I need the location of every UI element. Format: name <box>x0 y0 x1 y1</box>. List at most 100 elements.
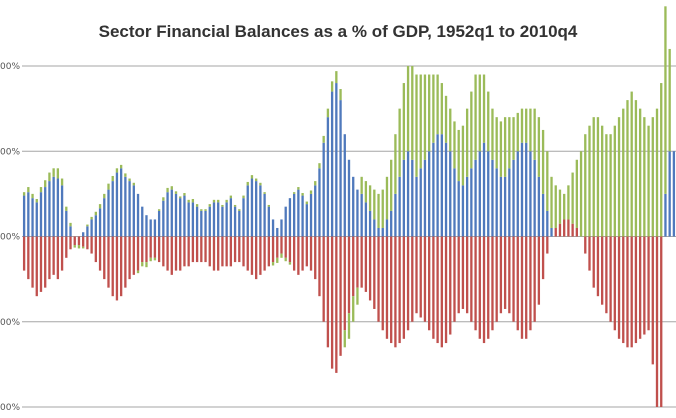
bar <box>60 236 64 271</box>
bar <box>356 189 359 237</box>
bar <box>520 108 524 143</box>
bar <box>94 236 97 263</box>
bar <box>571 172 574 224</box>
bar <box>170 186 173 190</box>
bar <box>242 195 245 199</box>
bar <box>115 236 119 301</box>
bar <box>200 210 203 237</box>
bar <box>419 168 422 237</box>
bar <box>436 236 439 344</box>
bar <box>166 192 169 237</box>
y-tick-label: 00% <box>0 318 20 328</box>
bar <box>288 262 292 265</box>
bar <box>638 236 642 339</box>
bar <box>82 232 85 237</box>
bar <box>225 202 228 237</box>
bar <box>352 176 355 237</box>
bar <box>301 236 304 271</box>
bar <box>503 176 507 237</box>
bar <box>626 100 629 237</box>
bar <box>179 196 182 199</box>
bar <box>149 219 152 237</box>
bar <box>35 202 38 237</box>
bar <box>390 236 393 344</box>
bar <box>368 185 372 211</box>
bar <box>60 178 64 186</box>
bar <box>212 199 216 203</box>
bar <box>246 185 249 237</box>
bar <box>377 236 380 322</box>
bar <box>508 236 511 314</box>
bar <box>660 83 663 237</box>
bar <box>444 142 448 237</box>
bar <box>233 204 237 207</box>
bar <box>191 202 195 237</box>
bar <box>402 159 406 237</box>
bar <box>406 236 410 331</box>
bar <box>347 313 351 339</box>
bar <box>111 175 114 182</box>
bar <box>478 236 481 339</box>
bar <box>94 215 97 237</box>
bar <box>326 108 330 118</box>
bar <box>288 236 292 263</box>
bar <box>347 159 351 237</box>
bar <box>305 201 308 205</box>
bar <box>622 236 625 344</box>
bar <box>292 193 296 237</box>
bar <box>343 134 346 237</box>
bar <box>474 236 477 331</box>
bar <box>22 192 26 196</box>
bar <box>643 236 646 335</box>
bar <box>588 236 591 271</box>
bar <box>136 193 140 237</box>
bar <box>132 236 135 275</box>
bar <box>314 181 317 186</box>
bar <box>141 206 144 237</box>
bars <box>22 6 676 407</box>
bar <box>69 236 72 250</box>
bar <box>432 74 435 143</box>
bar <box>119 236 123 297</box>
bar <box>482 142 486 237</box>
bar <box>390 159 393 211</box>
bar <box>94 211 97 216</box>
bar <box>487 236 490 339</box>
bar <box>259 185 262 237</box>
bar <box>487 151 490 237</box>
bar <box>630 91 633 237</box>
bar <box>482 236 486 344</box>
bar <box>56 178 60 237</box>
bar <box>423 159 427 237</box>
bar <box>605 236 608 314</box>
bar <box>221 206 224 237</box>
bar <box>655 108 659 237</box>
bar <box>474 159 477 237</box>
bar <box>453 168 456 237</box>
bar <box>208 236 211 267</box>
bar <box>77 245 81 249</box>
bar <box>153 219 157 237</box>
bar <box>124 176 127 237</box>
bar <box>596 236 600 297</box>
bar <box>212 236 216 271</box>
bar <box>204 209 207 211</box>
bar <box>377 227 380 237</box>
bar <box>638 108 642 237</box>
bar <box>98 236 102 271</box>
bar <box>267 206 270 237</box>
bar <box>255 181 258 237</box>
bar <box>318 163 321 169</box>
bar <box>179 198 182 237</box>
bar <box>98 208 102 237</box>
bar <box>364 202 368 237</box>
bar <box>558 189 562 224</box>
bar <box>31 236 34 288</box>
bar <box>200 209 203 211</box>
bar <box>499 236 503 314</box>
bar <box>398 236 401 344</box>
bar <box>107 183 110 190</box>
bar <box>124 173 127 177</box>
bar <box>373 189 376 220</box>
bar <box>525 236 528 339</box>
